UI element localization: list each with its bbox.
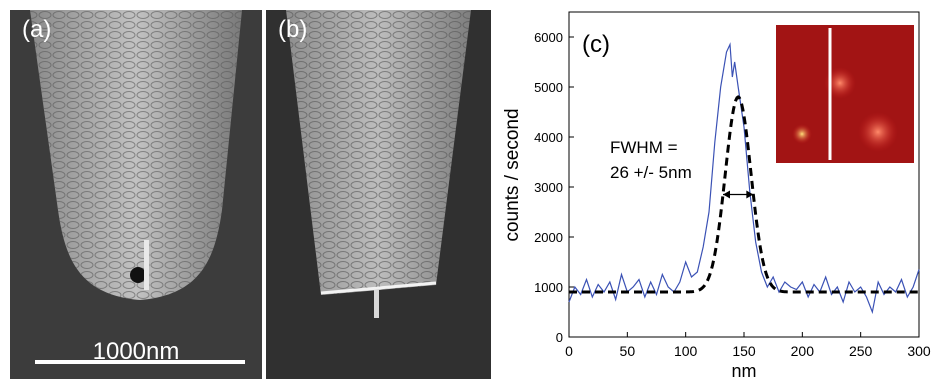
scale-bar-label: 1000nm xyxy=(92,338,180,365)
sem-image-b: (b) xyxy=(266,10,491,379)
x-tick-label: 300 xyxy=(907,343,931,359)
line-chart: 0 1000 2000 3000 4000 5000 6000 0 50 100 150 200 25… xyxy=(502,11,931,379)
y-tick-label: 6000 xyxy=(534,30,563,45)
y-tick-label: 5000 xyxy=(534,80,563,95)
y-axis: 0 1000 2000 3000 4000 5000 6000 xyxy=(534,30,574,345)
x-tick-label: 50 xyxy=(620,343,636,359)
gaussian-fit-line xyxy=(569,95,919,294)
x-tick-label: 100 xyxy=(674,343,698,359)
x-tick-label: 150 xyxy=(732,343,756,359)
fwhm-annotation-line2: 26 +/- 5nm xyxy=(610,163,692,182)
y-tick-label: 4000 xyxy=(534,130,563,145)
fwhm-annotation-line1: FWHM = xyxy=(610,138,678,157)
panel-label-c: (c) xyxy=(582,31,610,58)
y-tick-label: 0 xyxy=(556,330,563,345)
sem-image-a: (a) 1000nm xyxy=(10,10,262,379)
y-tick-label: 3000 xyxy=(534,180,563,195)
y-axis-label: counts / second xyxy=(502,108,523,241)
panel-label-a: (a) xyxy=(22,16,52,43)
sem-tip-b-graphic xyxy=(266,10,491,379)
fwhm-arrow xyxy=(723,190,754,199)
x-tick-label: 250 xyxy=(849,343,873,359)
x-axis: 0 50 100 150 200 250 300 xyxy=(565,332,931,359)
y-tick-label: 1000 xyxy=(534,280,563,295)
measured-series-line xyxy=(568,42,920,315)
x-tick-label: 200 xyxy=(791,343,815,359)
y-tick-label: 2000 xyxy=(534,230,563,245)
x-tick-label: 0 xyxy=(565,343,573,359)
inset-fluorescence-image xyxy=(776,25,914,163)
x-axis-label: nm xyxy=(731,361,756,379)
sem-tip-a-graphic xyxy=(10,10,262,379)
panel-label-b: (b) xyxy=(278,16,308,43)
